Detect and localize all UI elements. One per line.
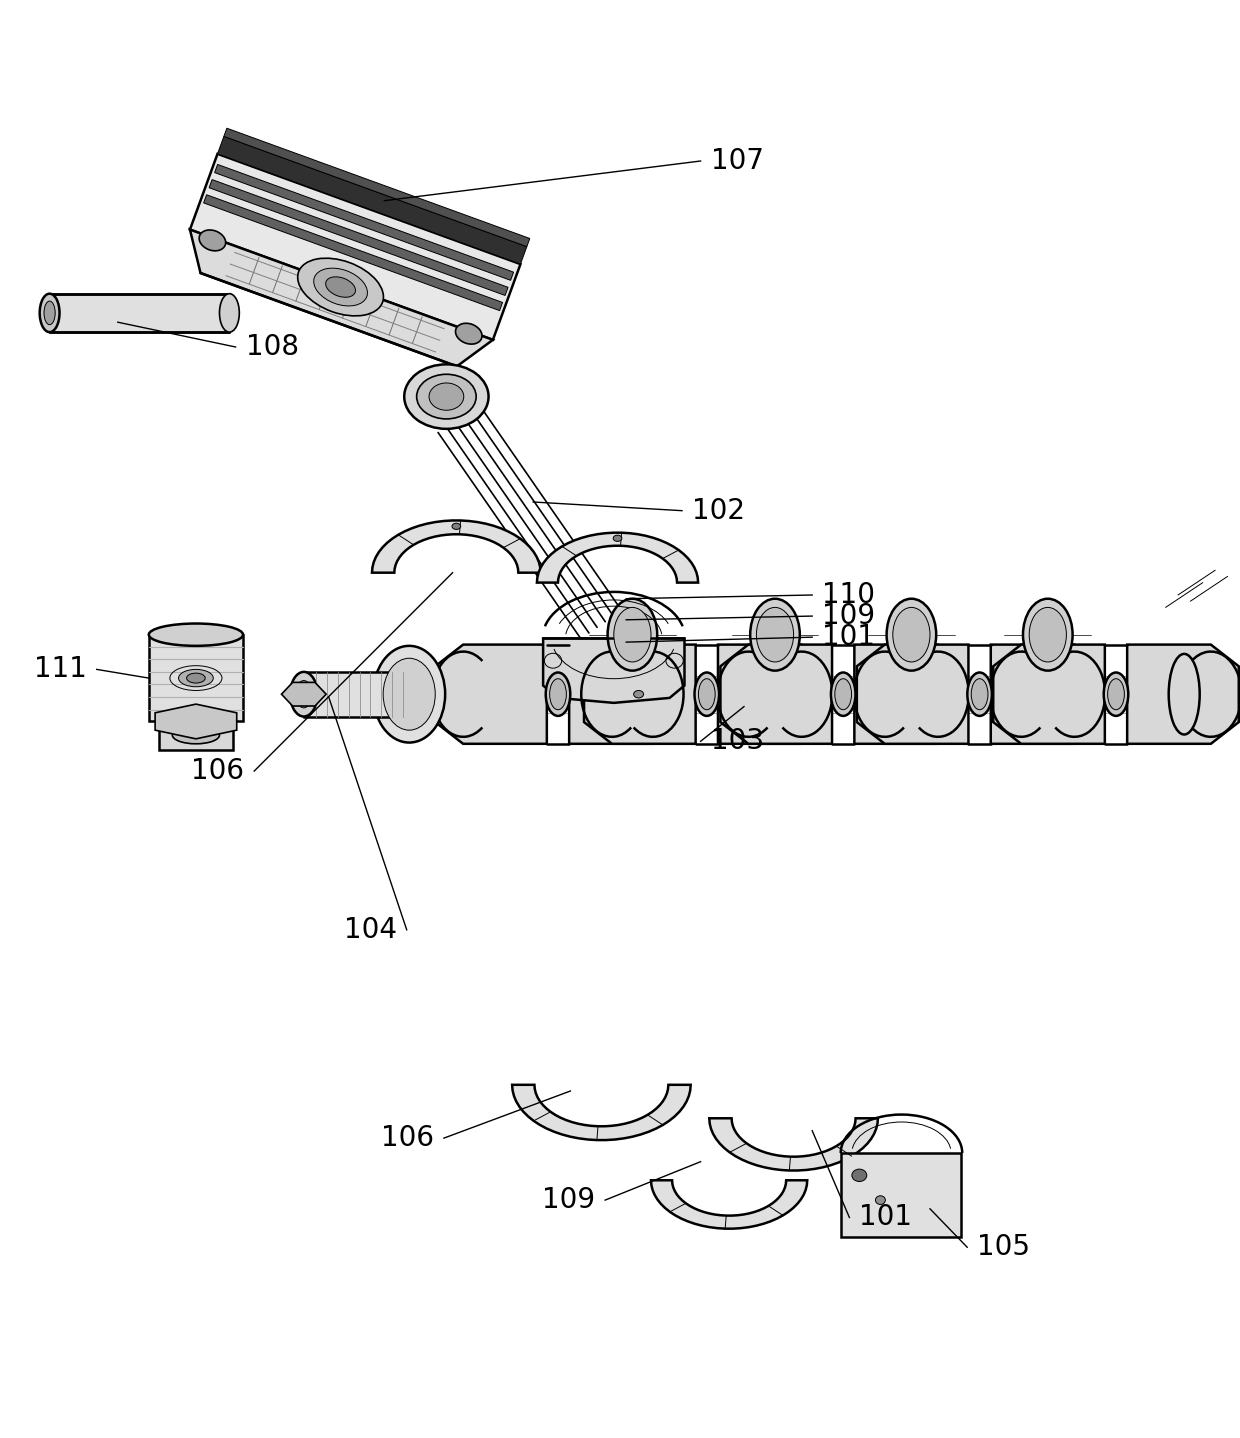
Text: 110: 110	[822, 581, 875, 610]
Text: 107: 107	[711, 147, 764, 175]
Polygon shape	[651, 1181, 807, 1228]
Polygon shape	[854, 644, 966, 743]
Polygon shape	[584, 644, 696, 743]
Text: 109: 109	[542, 1186, 595, 1214]
Polygon shape	[217, 137, 527, 265]
Polygon shape	[435, 644, 547, 743]
Polygon shape	[224, 128, 529, 247]
Ellipse shape	[971, 679, 988, 710]
Ellipse shape	[852, 1169, 867, 1182]
Ellipse shape	[219, 293, 239, 332]
Ellipse shape	[290, 672, 317, 716]
Polygon shape	[543, 638, 684, 703]
Polygon shape	[1127, 644, 1239, 743]
Ellipse shape	[1104, 673, 1128, 716]
Polygon shape	[203, 194, 502, 311]
Ellipse shape	[172, 726, 219, 743]
Ellipse shape	[634, 690, 644, 697]
Ellipse shape	[831, 673, 856, 716]
Ellipse shape	[451, 523, 461, 529]
Ellipse shape	[967, 673, 992, 716]
Ellipse shape	[179, 670, 213, 687]
Polygon shape	[50, 293, 229, 332]
Polygon shape	[155, 705, 237, 739]
Ellipse shape	[404, 364, 489, 429]
Ellipse shape	[698, 679, 715, 710]
Polygon shape	[159, 722, 233, 751]
Text: 106: 106	[381, 1125, 434, 1152]
Ellipse shape	[373, 646, 445, 742]
Ellipse shape	[887, 598, 936, 670]
Polygon shape	[281, 683, 326, 706]
Polygon shape	[537, 532, 698, 582]
Ellipse shape	[383, 659, 435, 731]
Text: 101: 101	[859, 1204, 913, 1231]
Polygon shape	[718, 644, 830, 743]
Ellipse shape	[455, 324, 482, 344]
Ellipse shape	[1023, 598, 1073, 670]
Text: 108: 108	[246, 334, 299, 361]
Ellipse shape	[326, 278, 356, 298]
Ellipse shape	[694, 673, 719, 716]
Ellipse shape	[756, 607, 794, 661]
Ellipse shape	[613, 535, 622, 541]
Polygon shape	[304, 672, 409, 716]
Ellipse shape	[835, 679, 852, 710]
Ellipse shape	[549, 679, 567, 710]
Ellipse shape	[429, 383, 464, 410]
Ellipse shape	[614, 607, 651, 661]
Polygon shape	[190, 230, 494, 367]
Ellipse shape	[1107, 679, 1125, 710]
Polygon shape	[372, 521, 541, 572]
Polygon shape	[991, 644, 1102, 743]
Ellipse shape	[314, 267, 367, 306]
Ellipse shape	[546, 673, 570, 716]
Ellipse shape	[149, 624, 243, 646]
Ellipse shape	[875, 1196, 885, 1205]
Polygon shape	[993, 644, 1105, 743]
Polygon shape	[215, 164, 513, 280]
Text: 105: 105	[977, 1234, 1030, 1261]
Text: 102: 102	[692, 496, 745, 525]
Text: 104: 104	[343, 916, 397, 943]
Text: 111: 111	[33, 656, 87, 683]
Text: 101: 101	[822, 623, 875, 651]
Polygon shape	[512, 1084, 691, 1140]
Ellipse shape	[1029, 607, 1066, 661]
Ellipse shape	[893, 607, 930, 661]
Ellipse shape	[200, 230, 226, 250]
Polygon shape	[709, 1119, 878, 1171]
Ellipse shape	[296, 680, 312, 707]
Polygon shape	[149, 634, 243, 722]
Ellipse shape	[417, 374, 476, 418]
Text: 106: 106	[191, 756, 244, 785]
Polygon shape	[720, 644, 832, 743]
Polygon shape	[857, 644, 968, 743]
Ellipse shape	[608, 598, 657, 670]
Polygon shape	[210, 180, 508, 295]
Polygon shape	[841, 1153, 961, 1237]
Text: 103: 103	[711, 728, 764, 755]
Ellipse shape	[1168, 654, 1200, 735]
Ellipse shape	[750, 598, 800, 670]
Ellipse shape	[298, 259, 383, 316]
Text: 109: 109	[822, 603, 875, 630]
Polygon shape	[569, 644, 681, 743]
Ellipse shape	[45, 301, 55, 325]
Ellipse shape	[40, 293, 60, 332]
Ellipse shape	[186, 673, 206, 683]
Polygon shape	[190, 154, 521, 339]
